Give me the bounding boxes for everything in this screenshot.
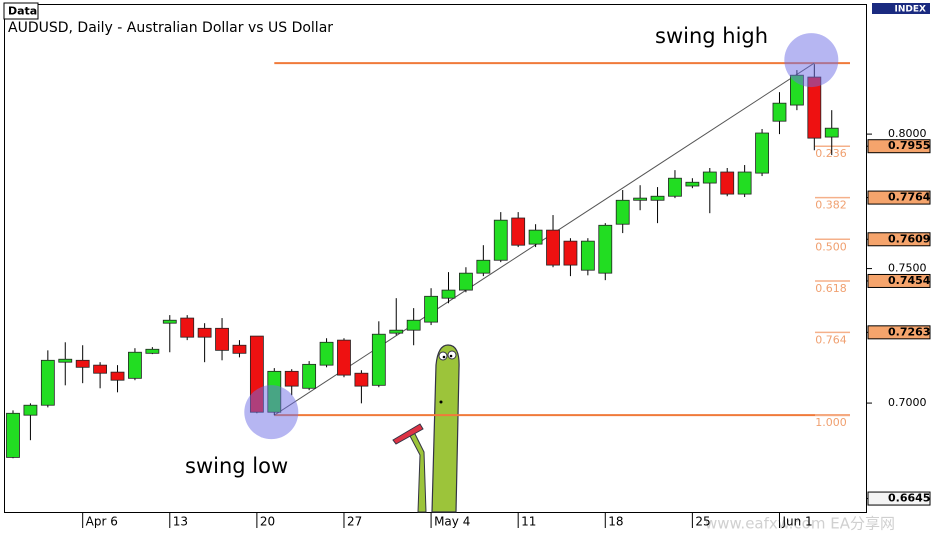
y-tick-label: 0.8000 [888, 127, 927, 140]
candle-body [772, 102, 787, 122]
candle-body [511, 217, 526, 246]
candle-body [441, 289, 456, 299]
candle-body [371, 333, 386, 386]
candle-body [93, 364, 107, 374]
swing-circle [784, 33, 839, 88]
candle-body [110, 371, 125, 381]
candle-body [23, 404, 38, 416]
candle-body [302, 363, 317, 389]
price-marker-label: 0.7263 [888, 325, 930, 338]
candle-body [615, 199, 630, 225]
price-marker-label: 0.7955 [888, 139, 930, 152]
price-marker-box [867, 232, 931, 247]
candle-body [319, 341, 334, 366]
candle-body [737, 171, 752, 195]
tag: Data [8, 5, 37, 18]
candle-body [145, 348, 160, 354]
candle-body [284, 370, 299, 387]
candle-body [528, 229, 543, 245]
candle-body [162, 319, 177, 324]
fib-label: 0.618 [815, 282, 847, 295]
candle-body [197, 327, 212, 338]
candle-body [128, 351, 142, 379]
fib-label: 0.500 [815, 240, 847, 253]
watermark: www.eafxw.com EA分享网 [705, 515, 895, 533]
candle-body [702, 171, 717, 184]
candle-body [668, 177, 682, 197]
x-tick-label: 20 [260, 515, 275, 529]
candle-body [6, 412, 20, 458]
candle-body [685, 181, 700, 187]
candle-body [598, 224, 613, 274]
candle-body [215, 327, 229, 351]
price-marker-box [867, 325, 931, 340]
x-tick-label: 11 [521, 515, 536, 529]
fib-label: 0.382 [815, 199, 847, 212]
candle-body [633, 197, 648, 201]
price-marker-box [867, 273, 931, 288]
candle-body [824, 127, 839, 138]
fib-label: 1.000 [815, 416, 847, 429]
candle-body [720, 171, 735, 195]
candle-body [75, 359, 90, 368]
price-marker-label: 0.6645 [888, 492, 930, 505]
tag-box [3, 2, 39, 20]
x-tick-label: Apr 6 [86, 515, 118, 529]
x-tick-label: Jun 1 [781, 515, 812, 529]
x-tick-label: 27 [347, 515, 362, 529]
candle-body [424, 295, 438, 323]
candle-body [563, 240, 578, 266]
candle-body [354, 372, 369, 387]
candle-body [580, 240, 595, 271]
swing-low-label: swing low [185, 454, 288, 478]
candle-body [650, 195, 665, 201]
fib-label: 0.236 [815, 147, 847, 160]
candle-body [180, 317, 195, 338]
candle-body [40, 359, 55, 406]
trend-line [274, 62, 815, 416]
price-marker-box [867, 491, 931, 506]
candle-body [58, 358, 73, 363]
index-label: INDEX [895, 5, 926, 15]
candle-body [755, 132, 769, 174]
fib-label: 0.764 [815, 333, 847, 346]
price-marker-label: 0.7764 [888, 191, 931, 204]
candle-body [546, 229, 560, 266]
y-tick-label: 0.7000 [888, 396, 927, 409]
swing-circle [244, 385, 299, 440]
price-marker-label: 0.7454 [888, 274, 931, 287]
candle-body [337, 339, 351, 376]
price-marker-box [867, 190, 931, 205]
y-tick-label: 0.7500 [888, 262, 927, 275]
x-tick-label: 13 [173, 515, 188, 529]
cartoon [392, 344, 460, 513]
x-tick-label: 18 [608, 515, 623, 529]
price-marker-label: 0.7609 [888, 232, 930, 245]
candle-body [476, 259, 491, 274]
candle-body [493, 219, 508, 261]
x-tick-label: 25 [695, 515, 710, 529]
candle-body [232, 344, 247, 354]
price-marker-box [867, 139, 931, 154]
candle-body [406, 319, 421, 331]
candle-body [389, 329, 404, 334]
index-box [872, 3, 930, 14]
chart-title: AUDUSD, Daily - Australian Dollar vs US … [8, 20, 333, 36]
swing-high-label: swing high [655, 24, 768, 48]
x-tick-label: May 4 [434, 515, 470, 529]
candle-body [459, 272, 473, 291]
